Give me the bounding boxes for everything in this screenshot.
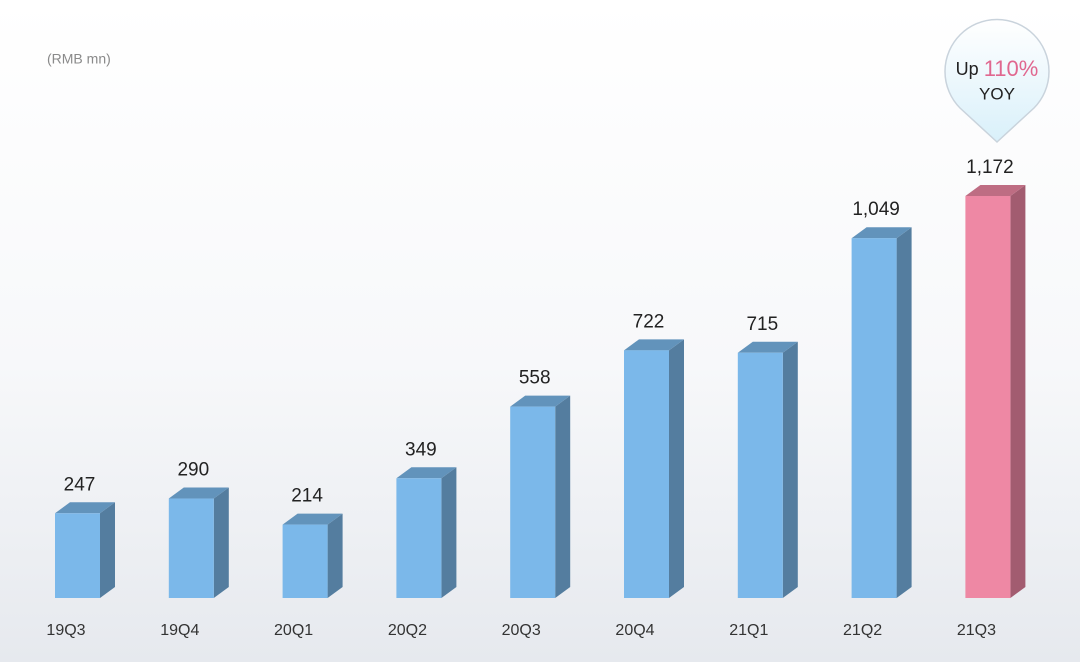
bar-side	[555, 395, 571, 598]
x-tick-label: 20Q2	[388, 622, 427, 639]
x-tick-label: 19Q4	[160, 622, 199, 639]
bar-side	[896, 227, 912, 598]
bar-side	[100, 502, 115, 598]
bar-top	[396, 467, 457, 479]
unit-label: (RMB mn)	[47, 51, 111, 67]
bar	[168, 498, 214, 598]
x-tick-label: 21Q3	[957, 622, 996, 639]
x-tick-label: 20Q1	[274, 622, 313, 639]
bar	[737, 352, 783, 598]
bar	[396, 478, 442, 598]
x-tick-label: 20Q4	[615, 622, 654, 639]
bar-side	[1010, 185, 1026, 598]
value-label: 349	[405, 439, 437, 460]
bar-side	[213, 487, 229, 598]
value-label: 214	[291, 486, 323, 507]
bar-side	[669, 339, 684, 598]
callout-bubble	[944, 18, 1050, 144]
value-label: 722	[633, 311, 665, 332]
value-label: 715	[746, 314, 778, 335]
callout-tail: YOY	[979, 84, 1015, 103]
bar-side	[441, 467, 457, 598]
bar-top	[965, 185, 1026, 196]
bar	[55, 513, 100, 598]
bar	[851, 238, 897, 598]
bar-top	[624, 339, 684, 351]
bar	[624, 350, 669, 598]
callout: Up 110% YOY	[944, 18, 1050, 144]
value-label: 1,049	[852, 199, 900, 220]
callout-line: Up 110%	[956, 56, 1039, 81]
bar-side	[782, 341, 798, 598]
x-tick-label: 20Q3	[502, 622, 541, 639]
x-tick-label: 19Q3	[46, 622, 85, 639]
bar-top	[851, 227, 912, 239]
value-label: 1,172	[966, 157, 1014, 178]
value-label: 290	[177, 460, 209, 481]
bar-top	[510, 395, 571, 407]
callout-highlight: 110%	[984, 56, 1039, 81]
bar-top	[282, 513, 343, 525]
bar-top	[737, 341, 798, 353]
bar-side	[327, 513, 343, 598]
bar-top	[168, 487, 229, 499]
bar	[282, 524, 328, 598]
bar	[510, 406, 556, 598]
value-label: 247	[64, 474, 96, 495]
callout-lead: Up	[956, 59, 979, 79]
value-label: 558	[519, 368, 551, 389]
bar-top	[55, 502, 115, 514]
x-tick-label: 21Q2	[843, 622, 882, 639]
x-tick-label: 21Q1	[729, 622, 768, 639]
bar	[965, 196, 1011, 598]
